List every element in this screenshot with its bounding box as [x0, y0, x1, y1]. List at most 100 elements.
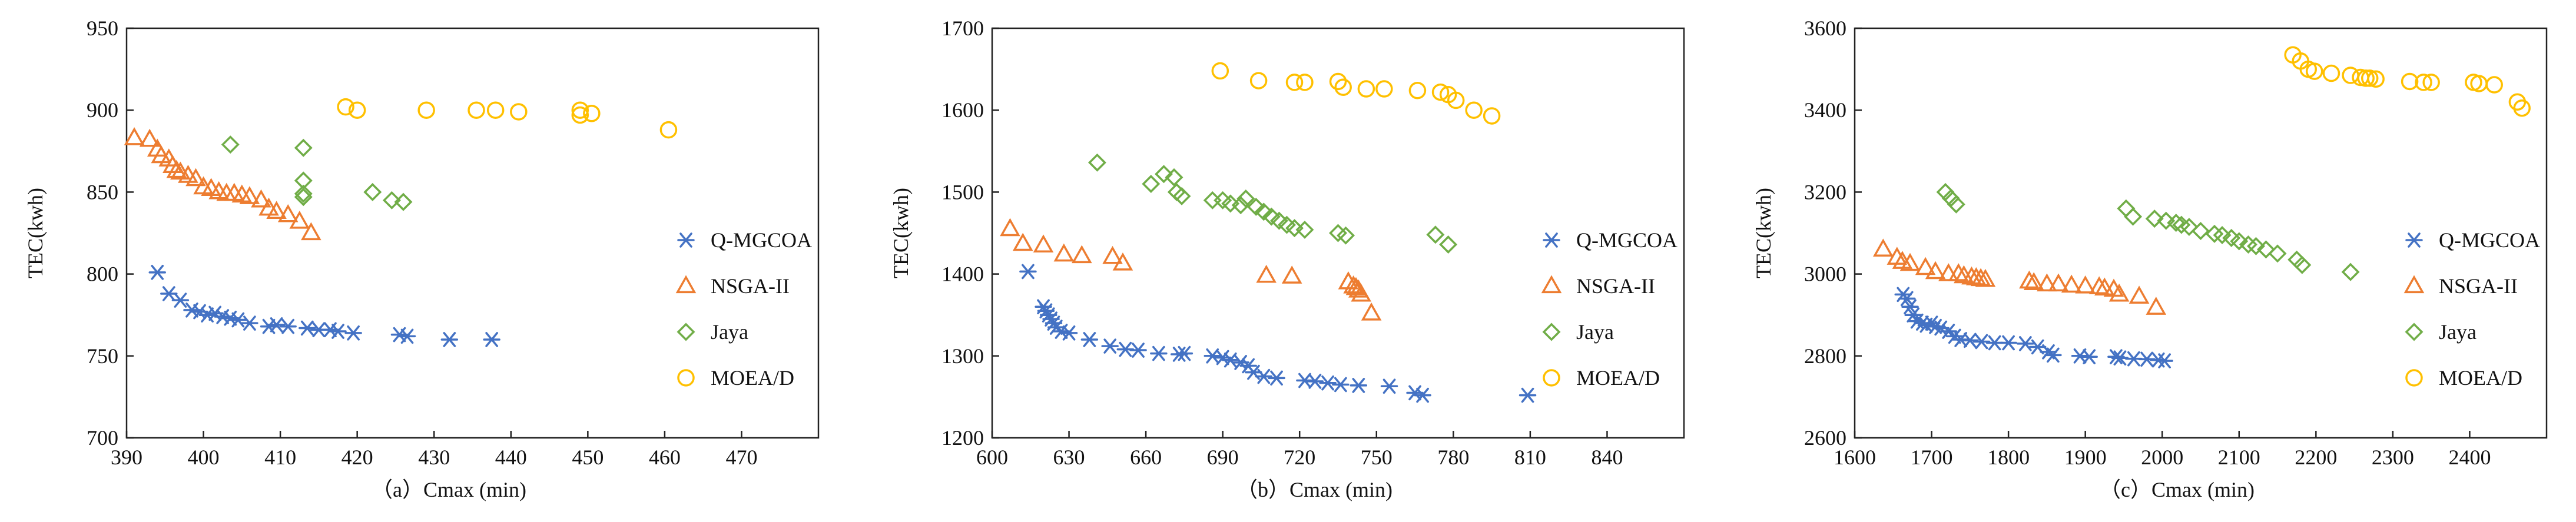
point-q-mgcoa [1204, 348, 1222, 364]
plot-frame [991, 27, 1685, 439]
legend-marker-q-mgcoa [677, 232, 695, 248]
point-nsga-ii [1975, 268, 1996, 287]
point-jaya [2287, 250, 2306, 269]
point-moea-d [468, 101, 485, 119]
legend-label-jaya: Jaya [711, 320, 748, 344]
point-nsga-ii [1053, 243, 1075, 262]
point-jaya [1439, 235, 1458, 254]
point-q-mgcoa [1306, 374, 1324, 389]
legend-label-q-mgcoa: Q-MGCOA [2439, 228, 2540, 252]
x-tick-label: 400 [188, 445, 220, 469]
x-tick-label: 840 [1591, 445, 1623, 469]
point-q-mgcoa [1268, 370, 1285, 386]
series-jaya [221, 135, 413, 211]
point-moea-d [2513, 99, 2531, 117]
point-moea-d [1329, 72, 1347, 91]
point-moea-d [1408, 82, 1427, 99]
chart-panel-b: 600 630 660 690 720 750 780 810 840 1200 1300 1400 1… [866, 0, 1713, 522]
legend-label-moea-d: MOEA/D [2439, 366, 2522, 390]
point-jaya [1088, 153, 1106, 172]
point-jaya [2192, 222, 2210, 240]
point-q-mgcoa [344, 325, 362, 341]
point-q-mgcoa [171, 292, 190, 308]
point-q-mgcoa [1101, 338, 1119, 354]
point-jaya [1254, 202, 1273, 221]
point-jaya [2341, 262, 2360, 281]
y-tick-label: 3000 [1804, 262, 1846, 286]
point-nsga-ii [239, 186, 260, 204]
point-nsga-ii [1899, 252, 1921, 271]
point-jaya [2124, 207, 2143, 226]
series-q-mgcoa [148, 265, 500, 347]
point-jaya [2247, 237, 2265, 255]
x-tick-label: 460 [649, 445, 681, 469]
point-q-mgcoa [1255, 368, 1273, 384]
point-jaya [2268, 244, 2287, 263]
point-nsga-ii [1012, 232, 1033, 251]
point-jaya [1236, 189, 1255, 208]
y-tick-label: 3600 [1804, 16, 1846, 40]
legend-label-jaya: Jaya [2439, 320, 2476, 344]
point-q-mgcoa [2017, 336, 2034, 351]
x-tick-label: 2100 [2218, 445, 2260, 469]
point-moea-d [1483, 107, 1501, 125]
x-tick-label: 720 [1284, 445, 1315, 469]
point-q-mgcoa [483, 332, 500, 347]
point-moea-d [1211, 62, 1229, 80]
point-nsga-ii [2129, 285, 2150, 304]
point-jaya [363, 182, 382, 201]
legend-marker-moea-d [1543, 369, 1560, 387]
point-moea-d [659, 121, 678, 139]
point-moea-d [337, 98, 354, 116]
point-moea-d [1249, 72, 1268, 89]
series-nsga-ii [124, 127, 321, 241]
chart-c-svg: 1600 1700 1800 1900 2000 2100 2200 2300 2400 2600… [1752, 16, 2548, 501]
x-tick-label: 750 [1361, 445, 1393, 469]
point-q-mgcoa [1985, 335, 2004, 351]
point-q-mgcoa [160, 286, 178, 301]
point-q-mgcoa [267, 317, 286, 333]
point-jaya [1426, 225, 1445, 244]
point-jaya [1329, 224, 1347, 242]
point-jaya [294, 184, 313, 203]
point-nsga-ii [2094, 277, 2115, 296]
point-q-mgcoa [2111, 350, 2129, 366]
point-q-mgcoa [2000, 335, 2017, 351]
legend-marker-moea-d [677, 369, 695, 387]
point-moea-d [1375, 80, 1393, 98]
point-nsga-ii [1361, 302, 1382, 321]
point-moea-d [2360, 69, 2379, 87]
x-tick-label: 600 [976, 445, 1008, 469]
point-q-mgcoa [229, 312, 247, 328]
chart-a-svg: 390 400 410 420 430 440 450 460 470 700 750 800 850 9… [24, 16, 820, 501]
x-tick-label: 1700 [1911, 445, 1953, 469]
point-moea-d [2342, 67, 2359, 84]
point-nsga-ii [2088, 276, 2110, 295]
point-nsga-ii [1873, 238, 1894, 257]
point-nsga-ii [2146, 297, 2167, 315]
point-nsga-ii [1925, 261, 1946, 280]
point-nsga-ii [166, 159, 187, 178]
legend-label-nsga-ii: NSGA-II [1576, 274, 1655, 298]
point-nsga-ii [2023, 272, 2044, 291]
point-nsga-ii [2048, 273, 2069, 292]
point-nsga-ii [1281, 265, 1302, 284]
point-jaya [1936, 182, 1955, 201]
point-jaya [2180, 218, 2199, 237]
y-tick-label: 1300 [941, 344, 984, 368]
chart-panel-a: 390 400 410 420 430 440 450 460 470 700 750 800 850 9… [0, 0, 848, 522]
point-jaya [2213, 226, 2232, 244]
point-q-mgcoa [2156, 353, 2173, 368]
point-nsga-ii [277, 204, 299, 222]
series-moea-d [1211, 62, 1501, 125]
caption-a: （a）Cmax (min) [372, 478, 526, 501]
legend-marker-jaya [1542, 322, 1561, 341]
point-jaya [1269, 211, 1288, 230]
point-q-mgcoa [1221, 352, 1239, 368]
y-tick-label: 950 [87, 16, 118, 40]
series-q-mgcoa [1019, 264, 1537, 403]
point-jaya [1337, 226, 1355, 245]
x-tick-label: 810 [1514, 445, 1546, 469]
point-jaya [1203, 191, 1222, 210]
y-tick-label: 3400 [1804, 98, 1846, 122]
